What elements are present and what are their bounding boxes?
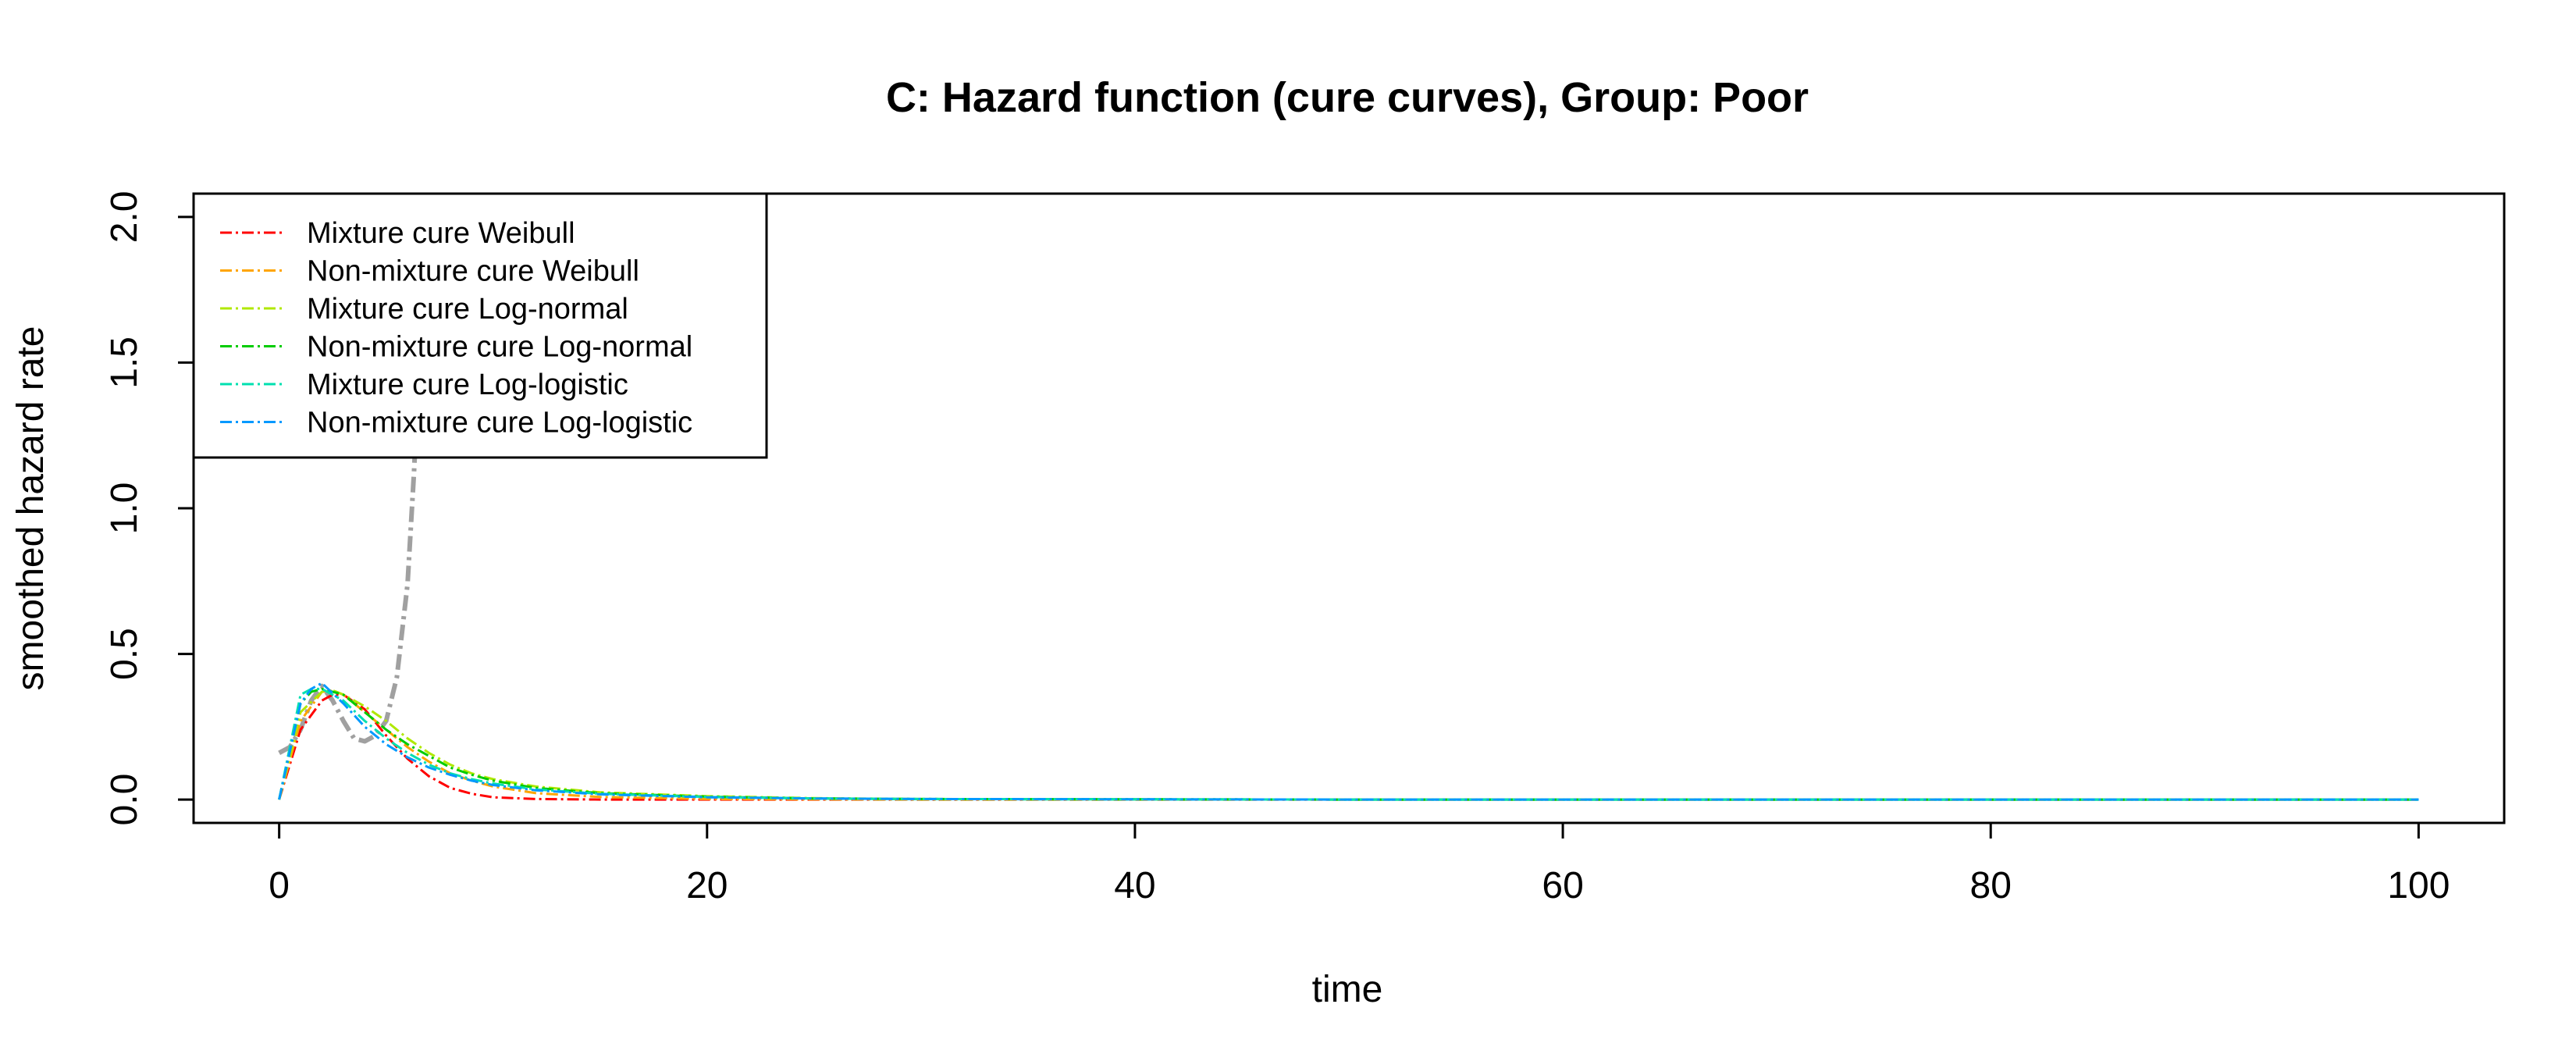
chart-title: C: Hazard function (cure curves), Group:… (886, 74, 1809, 121)
y-axis-label: smoothed hazard rate (10, 326, 52, 691)
legend-label: Mixture cure Weibull (307, 217, 575, 250)
series-line-mixture-cure-log-logistic (278, 687, 2419, 801)
series-line-mixture-cure-weibull (278, 693, 2419, 801)
x-tick-label: 80 (1970, 865, 2012, 906)
legend-label: Mixture cure Log-normal (307, 293, 628, 326)
legend-box (192, 192, 768, 459)
x-tick-label: 0 (269, 865, 290, 906)
x-tick-label: 40 (1114, 865, 1155, 906)
y-tick-label: 2.0 (104, 191, 145, 244)
y-tick-label: 1.0 (104, 482, 145, 535)
legend-label: Non-mixture cure Log-logistic (307, 407, 692, 440)
legend-label: Non-mixture cure Weibull (307, 255, 639, 288)
series-line-non-mixture-cure-log-normal (278, 687, 2419, 801)
x-tick-label: 20 (686, 865, 728, 906)
series-line-non-mixture-cure-log-logistic (278, 682, 2419, 801)
x-axis-label: time (1312, 969, 1383, 1010)
legend-label: Non-mixture cure Log-normal (307, 331, 692, 364)
legend-label: Mixture cure Log-logistic (307, 369, 628, 401)
x-tick-label: 60 (1542, 865, 1583, 906)
y-axis: 0.0 0.5 1.0 1.5 2.0 (104, 191, 195, 826)
y-tick-label: 1.5 (104, 336, 145, 389)
series-line-mixture-cure-log-normal (278, 689, 2419, 801)
y-tick-label: 0.0 (104, 774, 145, 826)
x-tick-label: 100 (2387, 865, 2450, 906)
y-tick-label: 0.5 (104, 628, 145, 680)
x-axis: 0 20 40 60 80 100 (269, 821, 2450, 906)
series-line-non-mixture-cure-weibull (278, 689, 2419, 801)
legend: Mixture cure Weibull Non-mixture cure Wei… (192, 192, 768, 459)
